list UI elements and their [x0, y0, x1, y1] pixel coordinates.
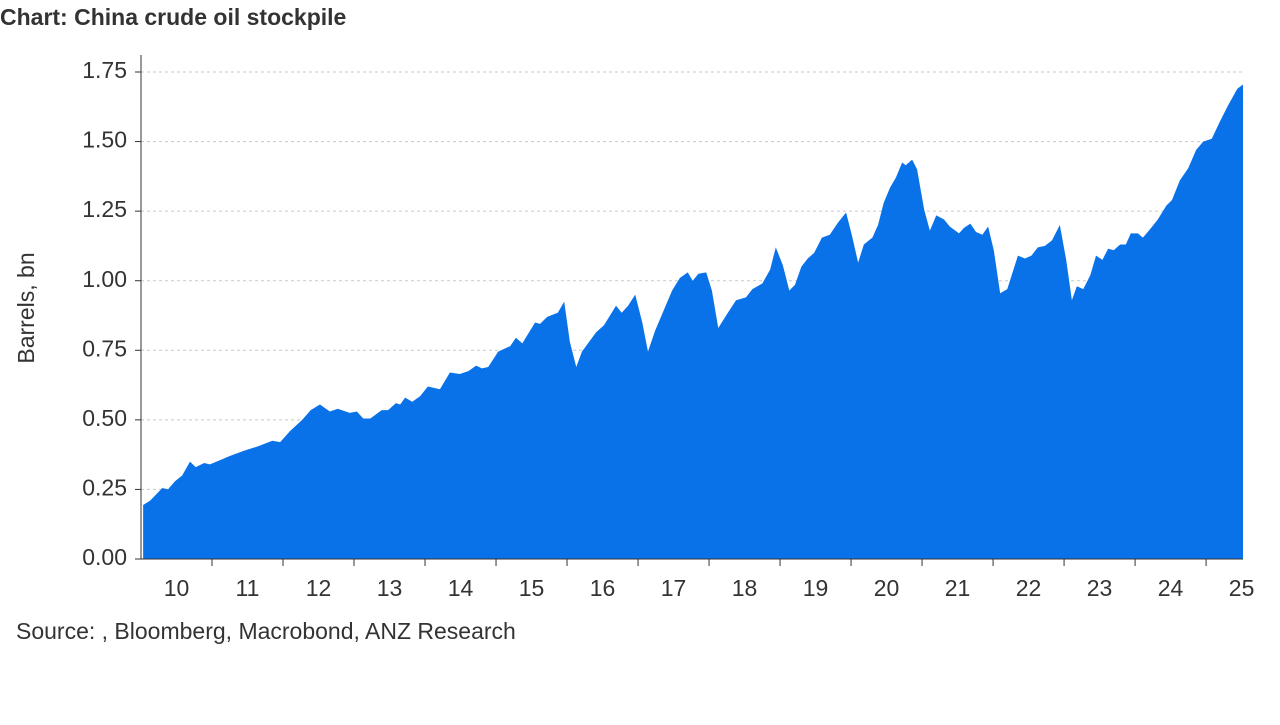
x-tick-label: 15	[519, 575, 545, 601]
x-tick-label: 20	[874, 575, 900, 601]
x-tick-label: 14	[448, 575, 474, 601]
x-tick-label: 22	[1016, 575, 1042, 601]
y-tick-label: 1.00	[82, 266, 127, 292]
x-tick-label: 21	[945, 575, 971, 601]
x-tick-label: 23	[1087, 575, 1113, 601]
x-tick-label: 24	[1158, 575, 1184, 601]
x-tick-label: 25	[1229, 575, 1255, 601]
y-tick-label: 0.75	[82, 335, 127, 361]
y-tick-label: 0.50	[82, 405, 127, 431]
y-tick-label: 1.25	[82, 196, 127, 222]
area	[143, 84, 1244, 559]
source-note: Source: , Bloomberg, Macrobond, ANZ Rese…	[16, 618, 516, 644]
y-tick-label: 1.50	[82, 127, 127, 153]
x-tick-label: 17	[661, 575, 687, 601]
x-tick-label: 18	[732, 575, 758, 601]
chart-title: Chart: China crude oil stockpile	[0, 4, 346, 30]
x-tick-label: 10	[164, 575, 190, 601]
x-tick-label: 13	[377, 575, 403, 601]
x-tick-label: 11	[236, 575, 260, 601]
y-axis-label: Barrels, bn	[13, 252, 39, 363]
x-tick-label: 12	[306, 575, 332, 601]
y-tick-label: 1.75	[82, 57, 127, 83]
x-tick-label: 16	[590, 575, 616, 601]
x-tick-label: 19	[803, 575, 829, 601]
y-tick-label: 0.25	[82, 475, 127, 501]
y-tick-label: 0.00	[82, 544, 127, 570]
